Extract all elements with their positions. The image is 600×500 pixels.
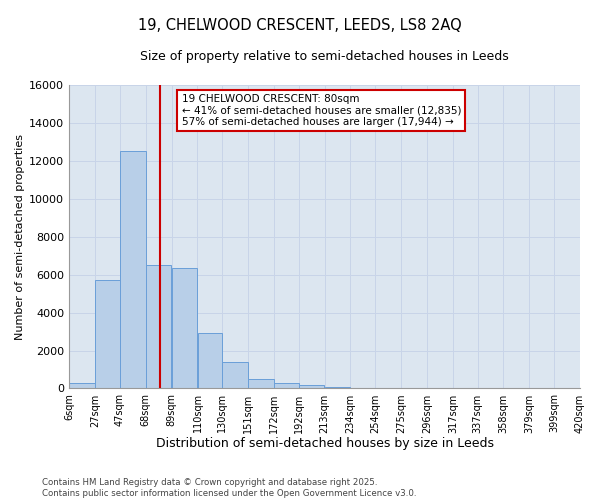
Bar — [274, 383, 299, 388]
Bar — [222, 362, 248, 388]
Bar — [299, 385, 325, 388]
Title: Size of property relative to semi-detached houses in Leeds: Size of property relative to semi-detach… — [140, 50, 509, 63]
Bar — [172, 268, 197, 388]
Bar — [197, 334, 222, 388]
Text: 19, CHELWOOD CRESCENT, LEEDS, LS8 2AQ: 19, CHELWOOD CRESCENT, LEEDS, LS8 2AQ — [138, 18, 462, 32]
Bar — [120, 152, 146, 388]
Bar — [248, 379, 274, 388]
Bar — [325, 386, 350, 388]
Text: 19 CHELWOOD CRESCENT: 80sqm
← 41% of semi-detached houses are smaller (12,835)
5: 19 CHELWOOD CRESCENT: 80sqm ← 41% of sem… — [182, 94, 461, 128]
Bar — [69, 383, 95, 388]
X-axis label: Distribution of semi-detached houses by size in Leeds: Distribution of semi-detached houses by … — [155, 437, 494, 450]
Y-axis label: Number of semi-detached properties: Number of semi-detached properties — [15, 134, 25, 340]
Text: Contains HM Land Registry data © Crown copyright and database right 2025.
Contai: Contains HM Land Registry data © Crown c… — [42, 478, 416, 498]
Bar — [146, 265, 172, 388]
Bar — [95, 280, 119, 388]
